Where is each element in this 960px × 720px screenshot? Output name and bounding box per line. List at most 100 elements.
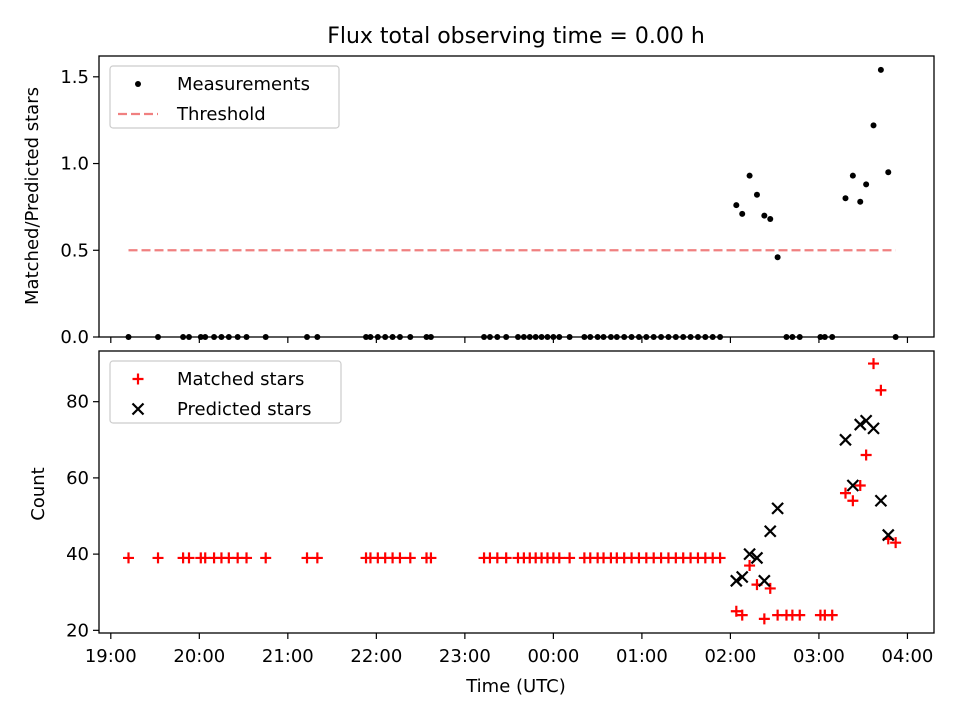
measurement-point [526,334,533,340]
measurement-point [202,334,209,340]
measurement-point [423,334,430,340]
measurement-point [155,334,162,340]
predicted-stars-point [730,574,743,588]
y-tick-label: 0.5 [60,240,89,261]
measurement-point [643,334,650,340]
measurement-point [427,334,434,340]
measurement-point [180,334,187,340]
measurement-point [243,334,250,340]
measurement-point [566,334,573,340]
measurement-point [125,334,132,340]
measurement-point [877,66,884,73]
predicted-stars-point [881,528,895,542]
measurement-point [520,334,527,340]
matched-stars-point [839,487,851,499]
measurement-point [694,334,701,340]
predicted-stars-point [735,570,749,584]
measurement-point [789,334,796,340]
matched-stars-point [736,609,748,621]
matched-stars-point [301,552,313,564]
predicted-stars-point [771,502,784,515]
measurement-point [628,334,635,340]
predicted-stars-point [743,547,756,561]
measurement-point [544,334,551,340]
measurement-point [532,334,539,340]
measurement-point [829,334,836,340]
measurement-point [702,334,709,340]
y-tick-label: 1.5 [60,67,89,88]
matched-stars-point [183,552,195,564]
x-tick-label: 23:00 [439,646,491,667]
matched-stars-point [152,552,164,564]
matched-stars-point [564,552,576,564]
measurement-point [550,334,557,340]
legend-plus-marker [132,373,144,385]
predicted-stars-point [750,551,764,565]
x-tick-label: 20:00 [173,646,225,667]
measurement-point [389,334,396,340]
matched-stars-point [553,552,565,564]
x-tick-label: 04:00 [882,646,934,667]
y-tick-label: 80 [66,392,89,413]
measurement-point [857,198,864,205]
matched-stars-point [714,552,726,564]
predicted-stars-point [839,433,852,447]
measurement-point [680,334,687,340]
measurement-point [556,334,563,340]
measurement-point [262,334,269,340]
measurement-point [514,334,521,340]
predicted-stars-point [846,479,860,492]
x-tick-label: 21:00 [262,646,314,667]
matched-stars-point [764,582,776,594]
measurement-point [635,334,642,340]
measurement-point [687,334,694,340]
measurement-point [234,334,241,340]
measurement-point [774,254,781,261]
measurement-point [621,334,628,340]
measurement-point [367,334,374,340]
measurement-point [761,212,768,219]
matched-stars-point [404,552,416,564]
matched-stars-point [311,552,323,564]
measurement-point [396,334,403,340]
measurement-point [314,334,321,340]
measurement-point [892,334,899,340]
predicted-stars-point [867,422,880,435]
matched-stars-point [860,449,872,461]
matched-stars-point [794,609,806,621]
matched-stars-point [854,480,866,492]
matched-stars-point [500,552,512,564]
matched-stars-point [875,384,887,396]
x-tick-label: 01:00 [616,646,668,667]
measurement-point [658,334,665,340]
top-panel: 0.0 0.5 1.0 1.5 Measurements Threshold [60,55,935,348]
measurement-point [739,210,746,217]
matched-stars-point [123,552,135,564]
measurement-point [767,216,774,223]
measurement-point [885,169,892,176]
matched-stars-point [826,609,838,621]
measurement-point [494,334,501,340]
measurement-point [481,334,488,340]
measurement-point [382,334,389,340]
bottom-y-axis-label: Count [28,467,49,520]
measurement-point [211,334,218,340]
legend-label: Matched stars [177,369,304,390]
measurement-point [650,334,657,340]
measurement-point [486,334,493,340]
measurement-point [842,195,849,202]
x-tick-label: 00:00 [527,646,579,667]
predicted-stars-point [874,494,888,508]
legend-label: Measurements [177,74,310,95]
measurement-point [870,122,877,129]
measurement-point [746,172,753,179]
matched-stars-point [758,613,770,625]
x-axis-label: Time (UTC) [465,676,566,697]
measurement-point [817,334,824,340]
bottom-panel: 19:00 20:00 21:00 22:00 23:00 00:00 01:00 02:00… [66,350,935,667]
measurement-point [225,334,232,340]
legend-box [109,65,340,129]
y-tick-label: 60 [66,468,89,489]
measurement-point [753,191,760,198]
